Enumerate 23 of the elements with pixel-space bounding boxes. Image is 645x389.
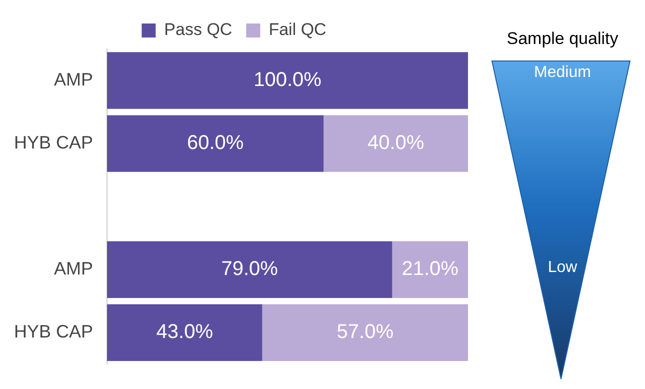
data-label: 43.0% [156,321,214,344]
data-label: 57.0% [336,321,394,344]
y-tick-label: HYB CAP [14,132,94,153]
bar [107,52,468,109]
text: Medium [533,64,592,82]
text: Low [546,259,578,277]
legend-label: Pass QC [164,20,232,40]
data-label: 79.0% [221,258,278,280]
text: Sample quality [506,29,620,49]
bar [107,115,324,172]
bar [392,241,468,298]
data-label: 21.0% [402,258,459,280]
bar [107,241,392,298]
bar [324,115,468,172]
data-label: 40.0% [367,132,424,154]
legend-label: Fail QC [268,20,326,40]
data-label: 60.0% [186,132,244,154]
y-tick-label: AMP [54,258,94,279]
bar [107,304,262,362]
y-tick-label: HYB CAP [14,322,94,342]
data-label: 100.0% [254,69,322,92]
bar [262,304,468,362]
y-tick-label: AMP [54,69,94,90]
